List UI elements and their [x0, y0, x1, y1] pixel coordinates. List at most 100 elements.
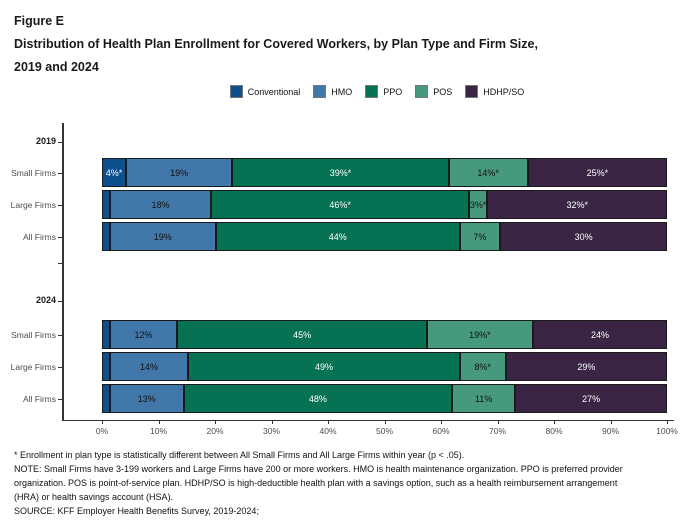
x-axis-tick — [102, 420, 103, 424]
bar-segment-label: 30% — [574, 231, 593, 242]
conventional-swatch-icon — [229, 85, 243, 98]
x-tick-label: 100% — [656, 426, 678, 436]
hmo-swatch-icon — [313, 85, 327, 98]
bar-segment-pos: 8%* — [459, 352, 506, 381]
y-axis-tick — [58, 172, 62, 174]
footnote-significance: * Enrollment in plan type is statistical… — [14, 450, 465, 460]
x-axis-line — [62, 419, 674, 421]
bar-segment-conventional — [102, 320, 110, 349]
bar-segment-conventional — [102, 222, 110, 251]
legend: Conventional HMO PPO POS HDHP/SO — [0, 85, 698, 98]
bar-segment-label: 46%* — [329, 199, 351, 210]
legend-item-hdhp-so: HDHP/SO — [465, 85, 524, 98]
bar-segment-pos: 3%* — [468, 190, 488, 219]
x-axis-tick — [158, 420, 160, 424]
x-tick-label: 10% — [149, 426, 167, 436]
bar-row-large-firms-2019: 18% 46%* 3%* 32%* — [102, 190, 667, 219]
footnote-note-line-2: organization. POS is point-of-service pl… — [14, 478, 618, 488]
bar-segment-ppo: 46%* — [211, 190, 469, 219]
row-label-small-firms-2024: Small Firms — [11, 329, 56, 340]
figure-label: Figure E — [14, 14, 65, 28]
legend-label: PPO — [383, 86, 403, 97]
x-axis-tick — [554, 420, 555, 424]
bar-segment-label: 32%* — [566, 199, 588, 210]
bar-segment-label: 14% — [139, 361, 158, 372]
bar-segment-ppo: 48% — [183, 384, 453, 413]
bar-segment-conventional — [102, 190, 110, 219]
bar-segment-pos: 11% — [452, 384, 516, 413]
bar-segment-label: 11% — [474, 393, 493, 404]
bar-segment-hmo: 19% — [109, 222, 216, 251]
bar-segment-pos: 19%* — [426, 320, 534, 349]
x-axis-tick — [215, 420, 216, 424]
x-axis-tick — [610, 420, 612, 424]
bar-segment-ppo: 45% — [177, 320, 427, 349]
bar-row-large-firms-2024: 14% 49% 8%* 29% — [102, 352, 667, 381]
bar-segment-hmo: 18% — [109, 190, 212, 219]
x-tick-label: 70% — [488, 426, 506, 436]
bar-segment-label: 19%* — [469, 329, 491, 340]
row-label-large-firms-2024: Large Firms — [10, 361, 56, 372]
bar-segment-label: 14%* — [477, 167, 499, 178]
bar-segment-pos: 14%* — [448, 158, 528, 187]
footnote-source: SOURCE: KFF Employer Health Benefits Sur… — [14, 506, 259, 516]
x-axis-tick — [441, 420, 442, 424]
bar-segment-conventional — [102, 352, 110, 381]
bar-segment-label: 25%* — [586, 167, 609, 178]
x-axis-tick — [271, 420, 273, 424]
bar-row-small-firms-2024: 12% 45% 19%* 24% — [102, 320, 667, 349]
footnotes: * Enrollment in plan type is statistical… — [14, 448, 692, 518]
bar-segment-label: 12% — [134, 329, 153, 340]
row-label-small-firms-2019: Small Firms — [11, 167, 56, 178]
bar-segment-ppo: 44% — [215, 222, 460, 251]
legend-label: POS — [433, 86, 453, 97]
year-label-2019: 2019 — [35, 136, 56, 146]
bar-segment-label: 3%* — [469, 199, 487, 210]
x-axis-tick — [667, 420, 668, 424]
y-axis-tick — [58, 263, 62, 264]
legend-item-hmo: HMO — [313, 85, 352, 98]
hdhp-so-swatch-icon — [465, 85, 479, 98]
bar-segment-label: 27% — [582, 393, 601, 404]
bar-segment-hdhp-so: 30% — [500, 222, 667, 251]
bar-segment-conventional: 4%* — [102, 158, 126, 187]
y-axis-tick — [58, 334, 62, 336]
bar-segment-label: 13% — [137, 393, 156, 404]
bar-segment-label: 48% — [308, 393, 327, 404]
bar-segment-label: 29% — [577, 361, 596, 372]
x-axis-tick — [384, 420, 386, 424]
bar-segment-hmo: 13% — [109, 384, 184, 413]
y-axis-tick — [58, 366, 62, 368]
bar-segment-hdhp-so: 32%* — [487, 190, 667, 219]
bar-segment-label: 4%* — [105, 167, 123, 178]
bar-row-all-firms-2019: 19% 44% 7% 30% — [102, 222, 667, 251]
row-label-all-firms-2019: All Firms — [22, 231, 56, 242]
y-axis-tick — [58, 301, 62, 302]
bar-segment-hmo: 12% — [109, 320, 178, 349]
bar-segment-hdhp-so: 27% — [515, 384, 667, 413]
footnote-note-line-1: NOTE: Small Firms have 3-199 workers and… — [14, 464, 623, 474]
pos-swatch-icon — [415, 85, 429, 98]
x-tick-label: 90% — [601, 426, 619, 436]
bar-segment-label: 49% — [315, 361, 334, 372]
year-label-2024: 2024 — [35, 295, 56, 305]
bar-segment-ppo: 39%* — [232, 158, 449, 187]
x-axis-tick — [328, 420, 329, 424]
legend-item-pos: POS — [415, 85, 452, 98]
bar-segment-hdhp-so: 24% — [533, 320, 667, 349]
figure-title-line-2: 2019 and 2024 — [14, 60, 99, 74]
bar-segment-conventional — [102, 384, 110, 413]
bar-segment-label: 7% — [473, 231, 487, 242]
figure-title-line-1: Distribution of Health Plan Enrollment f… — [14, 37, 538, 51]
y-axis-tick — [58, 204, 62, 206]
y-axis-tick — [58, 142, 62, 143]
x-tick-label: 30% — [262, 426, 280, 436]
x-tick-label: 50% — [375, 426, 393, 436]
legend-label: HMO — [331, 86, 353, 97]
bar-segment-label: 18% — [151, 199, 170, 210]
bar-segment-label: 39%* — [329, 167, 352, 178]
bar-segment-label: 19% — [170, 167, 189, 178]
bar-segment-label: 8%* — [474, 361, 491, 372]
figure-header: Figure E Distribution of Health Plan Enr… — [14, 10, 538, 79]
